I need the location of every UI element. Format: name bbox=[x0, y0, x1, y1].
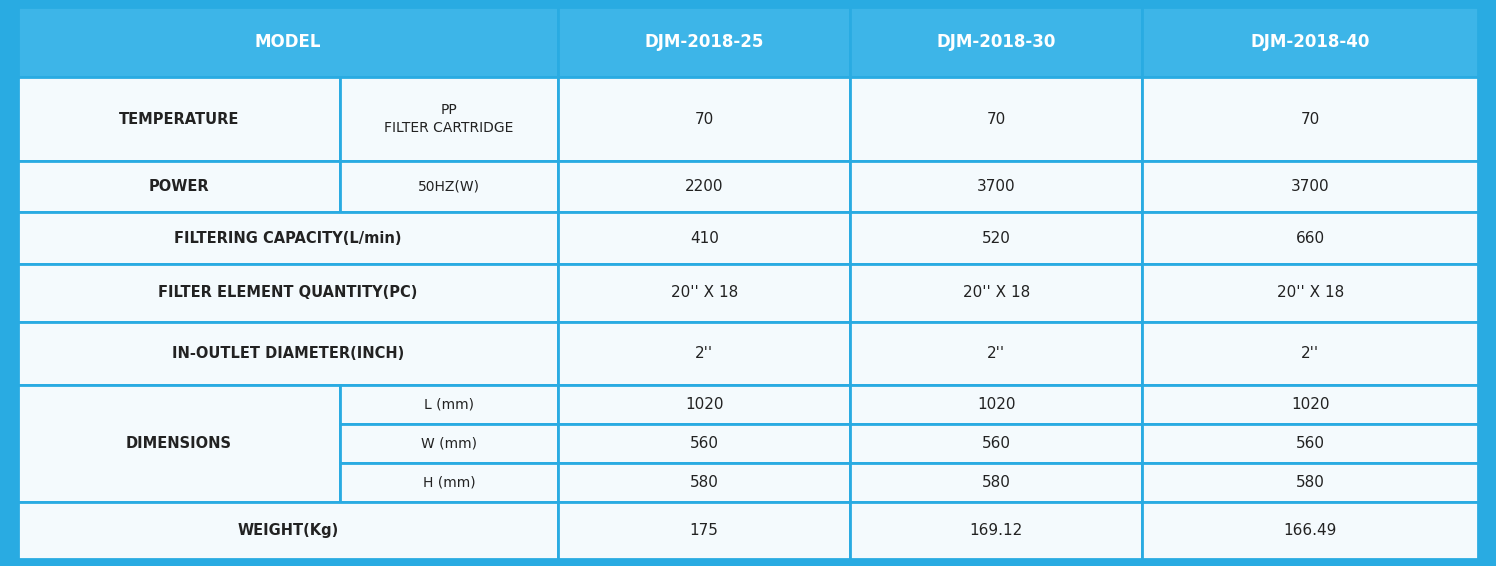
Text: DJM-2018-40: DJM-2018-40 bbox=[1251, 33, 1370, 51]
Text: IN-OUTLET DIAMETER(INCH): IN-OUTLET DIAMETER(INCH) bbox=[172, 346, 404, 361]
Text: 3700: 3700 bbox=[977, 179, 1016, 194]
Bar bbox=[1143, 161, 1478, 212]
Bar bbox=[18, 502, 558, 559]
Bar bbox=[18, 212, 558, 264]
Bar bbox=[558, 77, 850, 161]
Bar bbox=[850, 7, 1143, 77]
Text: 70: 70 bbox=[986, 112, 1005, 127]
Text: 520: 520 bbox=[981, 230, 1011, 246]
Text: FILTER ELEMENT QUANTITY(PC): FILTER ELEMENT QUANTITY(PC) bbox=[159, 285, 417, 301]
Text: 1020: 1020 bbox=[685, 397, 724, 412]
Bar bbox=[340, 77, 558, 161]
Text: 580: 580 bbox=[690, 475, 718, 490]
Bar bbox=[340, 424, 558, 464]
Bar bbox=[850, 424, 1143, 464]
Text: 660: 660 bbox=[1296, 230, 1324, 246]
Bar bbox=[1143, 385, 1478, 424]
Bar bbox=[850, 77, 1143, 161]
Text: H (mm): H (mm) bbox=[423, 476, 476, 490]
Text: 2'': 2'' bbox=[696, 346, 714, 361]
Bar bbox=[558, 502, 850, 559]
Text: 410: 410 bbox=[690, 230, 718, 246]
Bar bbox=[1143, 464, 1478, 502]
Text: 20'' X 18: 20'' X 18 bbox=[962, 285, 1029, 301]
Text: 50HZ(W): 50HZ(W) bbox=[417, 180, 480, 194]
Bar bbox=[1143, 7, 1478, 77]
Text: POWER: POWER bbox=[148, 179, 209, 194]
Text: 70: 70 bbox=[694, 112, 714, 127]
Bar bbox=[18, 264, 558, 322]
Text: 1020: 1020 bbox=[1291, 397, 1330, 412]
Bar bbox=[558, 7, 850, 77]
Bar bbox=[1143, 77, 1478, 161]
Text: 166.49: 166.49 bbox=[1284, 523, 1337, 538]
Bar bbox=[340, 161, 558, 212]
Text: DIMENSIONS: DIMENSIONS bbox=[126, 436, 232, 451]
Text: 2200: 2200 bbox=[685, 179, 724, 194]
Bar bbox=[18, 7, 558, 77]
Bar bbox=[340, 385, 558, 424]
Text: 560: 560 bbox=[981, 436, 1011, 451]
Bar bbox=[18, 385, 340, 502]
Text: 2'': 2'' bbox=[1302, 346, 1319, 361]
Bar bbox=[1143, 264, 1478, 322]
Text: DJM-2018-25: DJM-2018-25 bbox=[645, 33, 764, 51]
Bar bbox=[18, 161, 340, 212]
Text: 560: 560 bbox=[690, 436, 718, 451]
Text: 2'': 2'' bbox=[987, 346, 1005, 361]
Bar bbox=[850, 212, 1143, 264]
Text: 20'' X 18: 20'' X 18 bbox=[1276, 285, 1343, 301]
Bar bbox=[850, 161, 1143, 212]
Bar bbox=[558, 385, 850, 424]
Text: TEMPERATURE: TEMPERATURE bbox=[118, 112, 239, 127]
Bar bbox=[558, 264, 850, 322]
Bar bbox=[1143, 322, 1478, 385]
Text: 175: 175 bbox=[690, 523, 718, 538]
Text: DJM-2018-30: DJM-2018-30 bbox=[936, 33, 1056, 51]
Text: PP
FILTER CARTRIDGE: PP FILTER CARTRIDGE bbox=[384, 103, 513, 135]
Text: 580: 580 bbox=[1296, 475, 1324, 490]
Bar bbox=[558, 464, 850, 502]
Bar bbox=[558, 424, 850, 464]
Text: WEIGHT(Kg): WEIGHT(Kg) bbox=[238, 523, 338, 538]
Text: FILTERING CAPACITY(L/min): FILTERING CAPACITY(L/min) bbox=[175, 230, 402, 246]
Text: 580: 580 bbox=[981, 475, 1011, 490]
Text: 3700: 3700 bbox=[1291, 179, 1330, 194]
Text: L (mm): L (mm) bbox=[423, 398, 474, 412]
Bar bbox=[558, 212, 850, 264]
Text: 20'' X 18: 20'' X 18 bbox=[670, 285, 738, 301]
Text: MODEL: MODEL bbox=[254, 33, 322, 51]
Bar bbox=[850, 322, 1143, 385]
Text: 169.12: 169.12 bbox=[969, 523, 1023, 538]
Bar bbox=[558, 322, 850, 385]
Text: 1020: 1020 bbox=[977, 397, 1016, 412]
Bar bbox=[558, 161, 850, 212]
Bar bbox=[850, 385, 1143, 424]
Bar bbox=[18, 322, 558, 385]
Bar bbox=[18, 77, 340, 161]
Bar bbox=[1143, 212, 1478, 264]
Bar bbox=[1143, 502, 1478, 559]
Text: W (mm): W (mm) bbox=[420, 437, 477, 451]
Text: 560: 560 bbox=[1296, 436, 1324, 451]
Bar bbox=[1143, 424, 1478, 464]
Bar bbox=[850, 264, 1143, 322]
Bar bbox=[850, 502, 1143, 559]
Bar bbox=[340, 464, 558, 502]
Text: 70: 70 bbox=[1300, 112, 1319, 127]
Bar bbox=[850, 464, 1143, 502]
